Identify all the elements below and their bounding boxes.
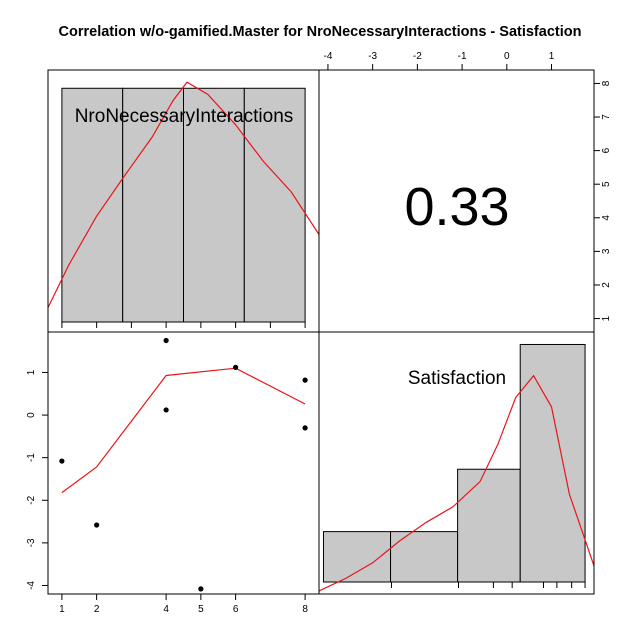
density-curve-satisfaction [319, 374, 594, 592]
variable-label-satisfaction: Satisfaction [408, 368, 506, 389]
histogram-satisfaction [319, 343, 594, 592]
panel-border-bottom-right [318, 331, 595, 595]
left-axis-tick-label-3: -2 [26, 495, 37, 504]
right-axis-tick-label-1: 1 [601, 315, 612, 321]
histogram-bar-3 [183, 87, 245, 323]
scatter-point-6 [233, 364, 239, 370]
bottom-axis-tick-label-6: 8 [302, 604, 308, 615]
right-axis-tick-label-6: 6 [601, 147, 612, 153]
chart-title: Correlation w/o-gamified.Master for NroN… [59, 24, 582, 40]
smoother-line [61, 367, 306, 494]
histogram-bar-3 [457, 468, 521, 583]
bottom-axis-tick-label-4: 5 [198, 604, 204, 615]
right-axis-tick-label-4: 4 [601, 215, 612, 221]
scatter-point-3 [163, 337, 169, 344]
top-axis-tick-label-5: 0 [504, 51, 510, 62]
density-curve-nronecessaryinteractions [48, 81, 319, 308]
bottom-axis-tick-label-3: 4 [163, 604, 169, 615]
left-axis-tick-label-6: 1 [26, 369, 37, 375]
scatter-point-2 [94, 522, 100, 528]
scatter-point-8 [302, 425, 308, 431]
histogram-bar-1 [61, 87, 124, 323]
left-axis-tick-label-4: -1 [26, 453, 37, 462]
histogram-bar-2 [390, 531, 459, 583]
variable-label-nronecessaryinteractions: NroNecessaryInteractions [75, 106, 294, 127]
correlation-value: 0.33 [404, 177, 509, 237]
right-axis-tick-label-8: 8 [601, 80, 612, 86]
right-axis-tick-label-5: 5 [601, 181, 612, 187]
scatter-point-7 [302, 377, 308, 383]
left-axis-tick-label-1: -4 [26, 581, 37, 590]
top-axis-tick-label-3: -2 [413, 51, 422, 62]
bottom-axis-tick-label-1: 1 [59, 604, 65, 615]
top-axis-tick-label-6: 1 [549, 51, 555, 62]
right-axis-tick-label-3: 3 [601, 248, 612, 254]
top-axis-tick-label-4: -1 [458, 51, 467, 62]
left-axis-tick-label-5: 0 [26, 412, 37, 418]
histogram-bar-4 [519, 343, 586, 583]
bottom-axis-tick-label-2: 2 [94, 604, 100, 615]
scatter-point-4 [163, 407, 169, 413]
bottom-axis-tick-label-5: 6 [233, 604, 239, 615]
histogram-bar-2 [122, 87, 184, 323]
histogram-bar-4 [243, 87, 306, 323]
right-axis-tick-label-7: 7 [601, 114, 612, 120]
top-axis-tick-label-1: -4 [323, 51, 332, 62]
scatter-point-1 [59, 458, 65, 464]
top-axis-tick-label-2: -3 [368, 51, 377, 62]
panel-border-bottom-left [47, 331, 320, 595]
left-axis-tick-label-2: -3 [26, 538, 37, 547]
scatter-panel [59, 337, 308, 592]
scatter-point-5 [198, 586, 204, 592]
histogram-nronecessaryinteractions [48, 81, 319, 328]
right-axis-tick-label-2: 2 [601, 282, 612, 288]
